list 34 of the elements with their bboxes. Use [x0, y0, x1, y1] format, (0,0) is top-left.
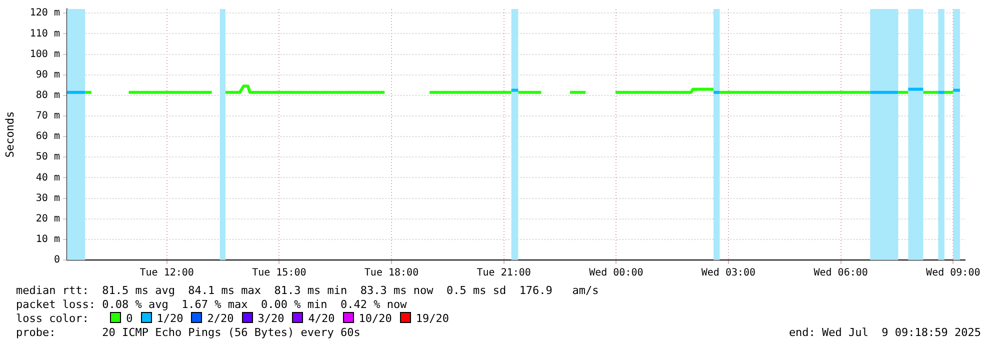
y-tick-label: 80 m: [36, 90, 60, 102]
x-tick-label: Tue 21:00: [476, 268, 531, 279]
y-tick-label: 70 m: [36, 110, 60, 122]
y-tick-label: 20 m: [36, 213, 60, 224]
x-tick-label: Tue 12:00: [140, 268, 194, 279]
x-tick-label: Tue 15:00: [252, 268, 306, 279]
y-tick-label: 30 m: [36, 192, 60, 204]
text: end: Wed Jul 9 09:18:59 2025: [788, 326, 981, 340]
y-tick-label: 40 m: [36, 172, 60, 184]
legend-label: 19/20: [416, 312, 449, 325]
text: probe: 20 ICMP Echo Pings (56 Bytes) every 60s: [16, 326, 360, 340]
x-tick-label: Wed 06:00: [814, 268, 868, 279]
text: packet loss: 0.08 % avg 1.67 % max 0.00 % min 0.42 % now: [16, 298, 408, 312]
y-tick-label: 100 m: [30, 48, 60, 60]
x-tick-label: Wed 03:00: [701, 268, 756, 279]
y-tick-label: 0: [54, 254, 60, 266]
y-tick-label: 50 m: [36, 152, 60, 163]
y-tick-label: 120 m: [30, 8, 60, 19]
y-tick-label: 60 m: [36, 131, 60, 142]
legend-label: 4/20: [308, 312, 335, 325]
y-axis-title: Seconds: [3, 111, 16, 158]
x-tick-label: Wed 00:00: [589, 268, 644, 279]
x-tick-label: Tue 18:00: [364, 268, 419, 279]
legend-label: 1/20: [156, 312, 184, 325]
text: median rtt: 81.5 ms avg 84.1 ms max 81.3 ms min 83.3 ms now 0.5 ms sd 176.9 am/s: [16, 284, 600, 298]
y-tick-label: 90 m: [36, 69, 60, 80]
legend-label: 10/20: [358, 312, 392, 325]
y-tick-label: 10 m: [36, 234, 60, 246]
y-tick-label: 110 m: [30, 28, 60, 40]
legend-label: 2/20: [207, 312, 234, 325]
legend-label: 0: [126, 312, 133, 325]
x-tick-label: Wed 09:00: [926, 268, 980, 279]
legend-label: 3/20: [258, 312, 284, 325]
legend-title: loss color:: [16, 312, 90, 325]
